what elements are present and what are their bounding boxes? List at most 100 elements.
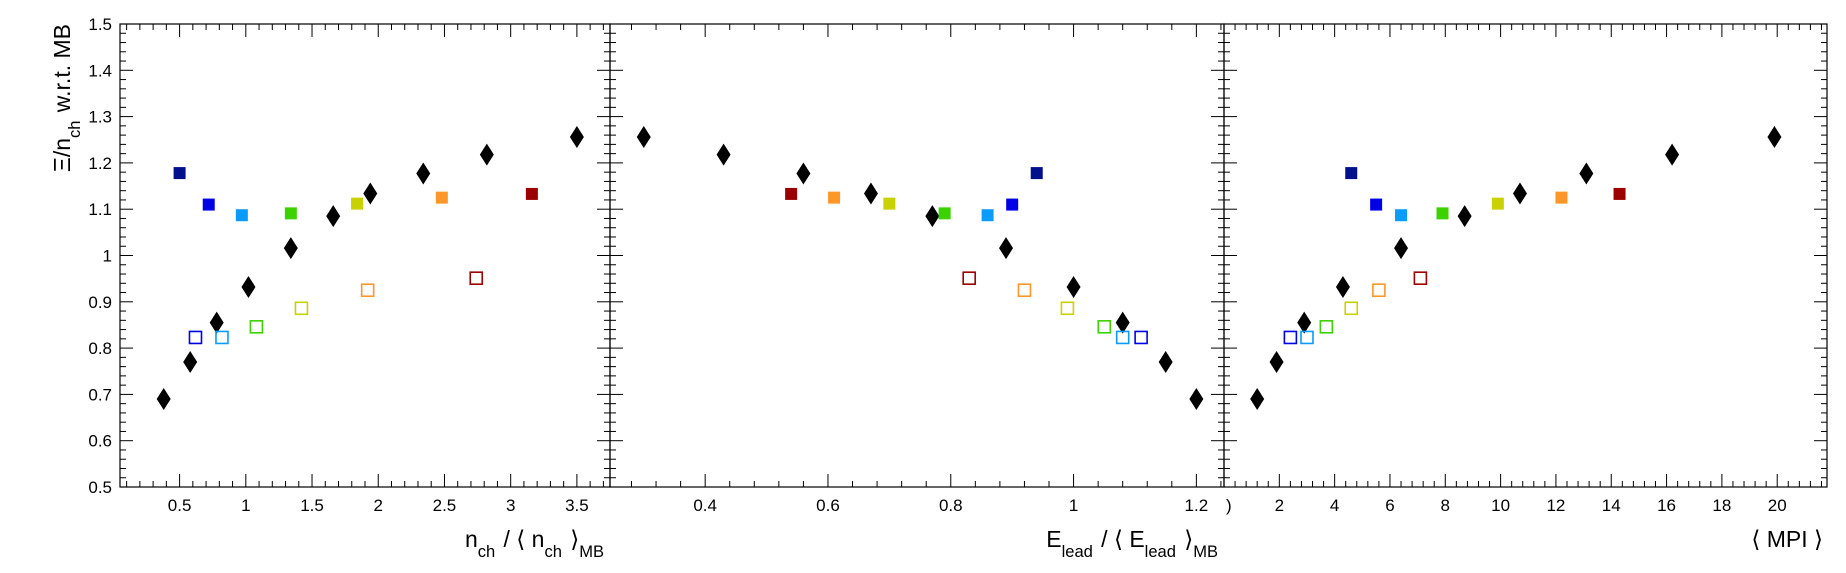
panel-1: 0.5 1 1.5 2 2.5 3 3.5 nch / ⟨ nch ⟩MB [119, 23, 611, 561]
x-tick-label: 3.5 [565, 496, 589, 515]
black-diamond-marker [569, 125, 584, 148]
x-tick-label: 0.4 [693, 496, 717, 515]
open-square-marker [215, 330, 229, 345]
black-diamond-marker [1579, 162, 1594, 185]
x-tick-label: 2 [374, 496, 383, 515]
black-diamond-marker [796, 162, 811, 185]
filled-square-marker [785, 187, 798, 200]
x-axis-title: ⟨ MPI ⟩ [1751, 526, 1823, 552]
markers [156, 125, 584, 411]
black-diamond-marker [1250, 388, 1265, 411]
filled-square-marker [938, 207, 951, 220]
x-tick-label: 20 [1768, 496, 1787, 515]
panel-frame [609, 23, 1225, 488]
black-diamond-marker [1297, 311, 1312, 334]
markers [1250, 125, 1782, 411]
x-tick-label: 1.5 [300, 496, 324, 515]
black-diamond-marker [925, 205, 940, 228]
x-tick-label: 16 [1657, 496, 1676, 515]
open-square-marker [1372, 283, 1386, 298]
open-square-marker [249, 320, 264, 334]
open-square-marker [962, 271, 976, 285]
filled-square-marker [284, 207, 297, 220]
black-diamond-marker [863, 182, 878, 205]
x-tick-label: 18 [1712, 496, 1731, 515]
filled-square-marker [235, 209, 248, 222]
panel-3: 2 4 6 8 10 12 14 16 18 20) ⟨ MPI ⟩ [1223, 23, 1828, 552]
black-diamond-marker [156, 388, 171, 411]
y-axis-title: Ξ/nch w.r.t. MB [49, 24, 84, 172]
filled-square-marker [525, 187, 538, 200]
filled-square-marker [981, 209, 994, 222]
panel-frame [119, 23, 611, 488]
x-tick-label: 1.2 [1185, 496, 1209, 515]
panel-frame [1223, 23, 1828, 488]
black-diamond-marker [1269, 350, 1284, 373]
open-square-marker [188, 330, 203, 345]
filled-square-marker [1491, 197, 1504, 210]
filled-square-marker [1030, 167, 1043, 180]
open-square-marker [294, 301, 309, 316]
black-diamond-marker [283, 237, 298, 260]
black-diamond-marker [999, 237, 1014, 260]
y-tick-label: 0.5 [88, 478, 112, 497]
y-tick-label: 1.1 [88, 200, 112, 219]
open-square-marker [1413, 271, 1428, 285]
filled-square-marker [173, 167, 186, 180]
open-square-marker [360, 283, 375, 298]
black-diamond-marker [1394, 237, 1409, 260]
filled-square-marker [828, 191, 841, 204]
filled-square-marker [1555, 191, 1568, 204]
x-tick-label: 12 [1546, 496, 1565, 515]
x-tick-label: 0.5 [168, 496, 192, 515]
markers [636, 125, 1204, 411]
filled-square-marker [1006, 198, 1019, 211]
black-diamond-marker [1066, 275, 1081, 298]
black-diamond-marker [636, 125, 651, 148]
y-tick-label: 1.3 [88, 108, 112, 127]
x-tick-label: 3 [506, 496, 515, 515]
open-square-marker [1115, 330, 1130, 345]
y-tick-label: 1 [103, 247, 112, 266]
black-diamond-marker [1158, 350, 1173, 373]
x-tick-label: 10 [1491, 496, 1510, 515]
x-tick-label: 8 [1441, 496, 1450, 515]
black-diamond-marker [1457, 205, 1472, 228]
open-square-marker [1097, 320, 1112, 334]
y-tick-label: 1.5 [88, 15, 112, 34]
black-diamond-marker [241, 275, 256, 298]
open-square-marker [1344, 301, 1359, 316]
open-square-marker [1283, 330, 1298, 345]
y-tick-label: 0.8 [88, 339, 112, 358]
filled-square-marker [202, 198, 215, 211]
open-square-marker [1017, 283, 1032, 298]
filled-square-marker [1436, 207, 1449, 220]
x-tick-label: 2.5 [433, 496, 457, 515]
x-tick-label: 14 [1602, 496, 1621, 515]
filled-square-marker [883, 197, 896, 210]
black-diamond-marker [1115, 311, 1130, 334]
x-tick-label-edge: ) [1226, 496, 1232, 515]
black-diamond-marker [1335, 275, 1350, 298]
open-square-marker [1060, 301, 1075, 316]
x-tick-label: 0.8 [939, 496, 963, 515]
black-diamond-marker [183, 350, 198, 373]
open-square-marker [1134, 330, 1148, 345]
filled-square-marker [435, 191, 448, 204]
filled-square-marker [1370, 198, 1383, 211]
black-diamond-marker [716, 143, 731, 166]
panel-2: 0.4 0.6 0.8 1 1.2 Elead / ⟨ Elead ⟩MB [609, 23, 1225, 561]
black-diamond-marker [326, 205, 341, 228]
open-square-marker [1300, 330, 1314, 345]
x-axis-title: nch / ⟨ nch ⟩MB [465, 526, 606, 561]
y-tick-label: 0.7 [88, 385, 112, 404]
y-tick-label: 1.4 [88, 61, 112, 80]
x-tick-label: 1 [1069, 496, 1078, 515]
x-tick-label: 0.6 [816, 496, 840, 515]
black-diamond-marker [1665, 143, 1680, 166]
y-tick-label: 1.2 [88, 154, 112, 173]
open-square-marker [469, 271, 484, 285]
y-tick-label: 0.9 [88, 293, 112, 312]
x-tick-label: 6 [1385, 496, 1394, 515]
